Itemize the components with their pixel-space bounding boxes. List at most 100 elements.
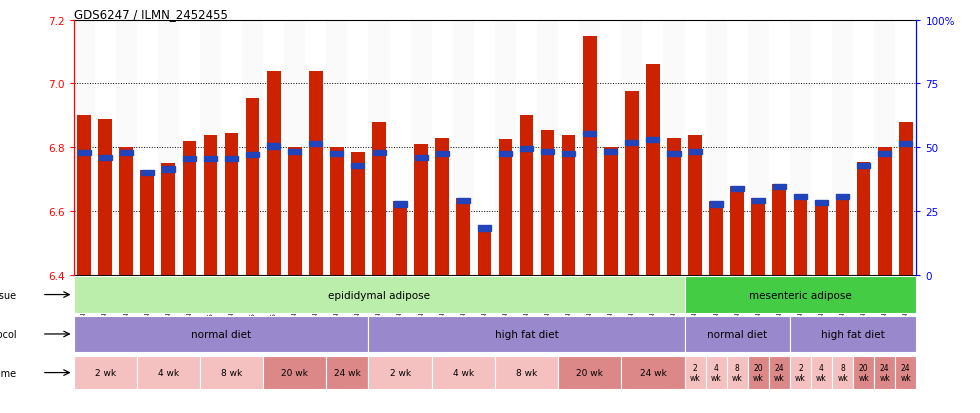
Bar [309, 71, 322, 275]
Text: 20
wk: 20 wk [753, 363, 763, 382]
Bar [730, 186, 744, 275]
Bar [140, 170, 154, 275]
Bar [600, 21, 621, 275]
Bar [99, 156, 112, 161]
Bar [773, 185, 786, 190]
Bar [432, 21, 453, 275]
Bar [98, 119, 112, 275]
Bar [769, 356, 790, 389]
Bar [663, 21, 685, 275]
Bar [330, 152, 343, 157]
Bar [284, 21, 306, 275]
Bar [583, 131, 596, 136]
Bar [120, 148, 133, 275]
Bar [267, 71, 280, 275]
Bar [495, 21, 516, 275]
Bar [559, 356, 621, 389]
Bar [815, 200, 828, 206]
Bar [752, 199, 764, 204]
Bar [878, 148, 892, 275]
Bar [330, 148, 344, 275]
Text: normal diet: normal diet [708, 329, 767, 339]
Bar [790, 316, 916, 352]
Bar [77, 116, 91, 275]
Bar [394, 202, 407, 207]
Bar [94, 21, 116, 275]
Bar [731, 186, 744, 191]
Bar [136, 356, 200, 389]
Bar [621, 21, 643, 275]
Bar [288, 148, 302, 275]
Bar [436, 152, 449, 157]
Bar [604, 148, 617, 275]
Bar [625, 92, 639, 275]
Bar [74, 21, 94, 275]
Bar [120, 150, 132, 156]
Text: 2
wk: 2 wk [690, 363, 701, 382]
Bar [772, 185, 786, 275]
Bar [836, 194, 850, 275]
Bar [685, 21, 706, 275]
Text: normal diet: normal diet [191, 329, 251, 339]
Bar [183, 157, 196, 162]
Bar [136, 21, 158, 275]
Bar [811, 21, 832, 275]
Bar [457, 199, 470, 275]
Bar [411, 21, 432, 275]
Bar [326, 21, 348, 275]
Bar [352, 163, 365, 168]
Bar [225, 157, 238, 162]
Bar [858, 163, 870, 168]
Text: 2
wk: 2 wk [795, 363, 806, 382]
Bar [499, 152, 512, 157]
Bar [706, 21, 727, 275]
Bar [643, 21, 663, 275]
Text: 8 wk: 8 wk [220, 368, 242, 377]
Bar [688, 135, 702, 275]
Bar [516, 21, 537, 275]
Bar [727, 356, 748, 389]
Bar [326, 356, 368, 389]
Bar [748, 21, 769, 275]
Bar [769, 21, 790, 275]
Bar [667, 138, 681, 275]
Bar [579, 21, 601, 275]
Text: 8
wk: 8 wk [732, 363, 743, 382]
Bar [559, 21, 579, 275]
Bar [477, 226, 491, 275]
Bar [288, 149, 301, 154]
Bar [689, 149, 702, 154]
Bar [621, 356, 685, 389]
Bar [832, 21, 854, 275]
Text: time: time [0, 368, 17, 377]
Bar [372, 123, 386, 275]
Bar [478, 226, 491, 231]
Bar [372, 150, 385, 156]
Bar [495, 356, 559, 389]
Text: epididymal adipose: epididymal adipose [328, 290, 430, 300]
Bar [263, 356, 326, 389]
Text: 4 wk: 4 wk [453, 368, 474, 377]
Bar [221, 21, 242, 275]
Bar [710, 202, 722, 207]
Bar [242, 21, 263, 275]
Bar [519, 116, 533, 275]
Bar [706, 356, 727, 389]
Bar [162, 167, 174, 172]
Bar [537, 21, 559, 275]
Bar [647, 138, 660, 143]
Bar [896, 356, 916, 389]
Bar [457, 199, 469, 204]
Bar [646, 65, 660, 275]
Bar [562, 135, 575, 275]
Text: 2 wk: 2 wk [389, 368, 411, 377]
Bar [435, 138, 449, 275]
Bar [474, 21, 495, 275]
Bar [162, 164, 175, 275]
Bar [583, 37, 597, 275]
Bar [368, 356, 432, 389]
Bar [854, 356, 874, 389]
Bar [368, 21, 390, 275]
Bar [836, 194, 849, 199]
Bar [351, 153, 365, 275]
